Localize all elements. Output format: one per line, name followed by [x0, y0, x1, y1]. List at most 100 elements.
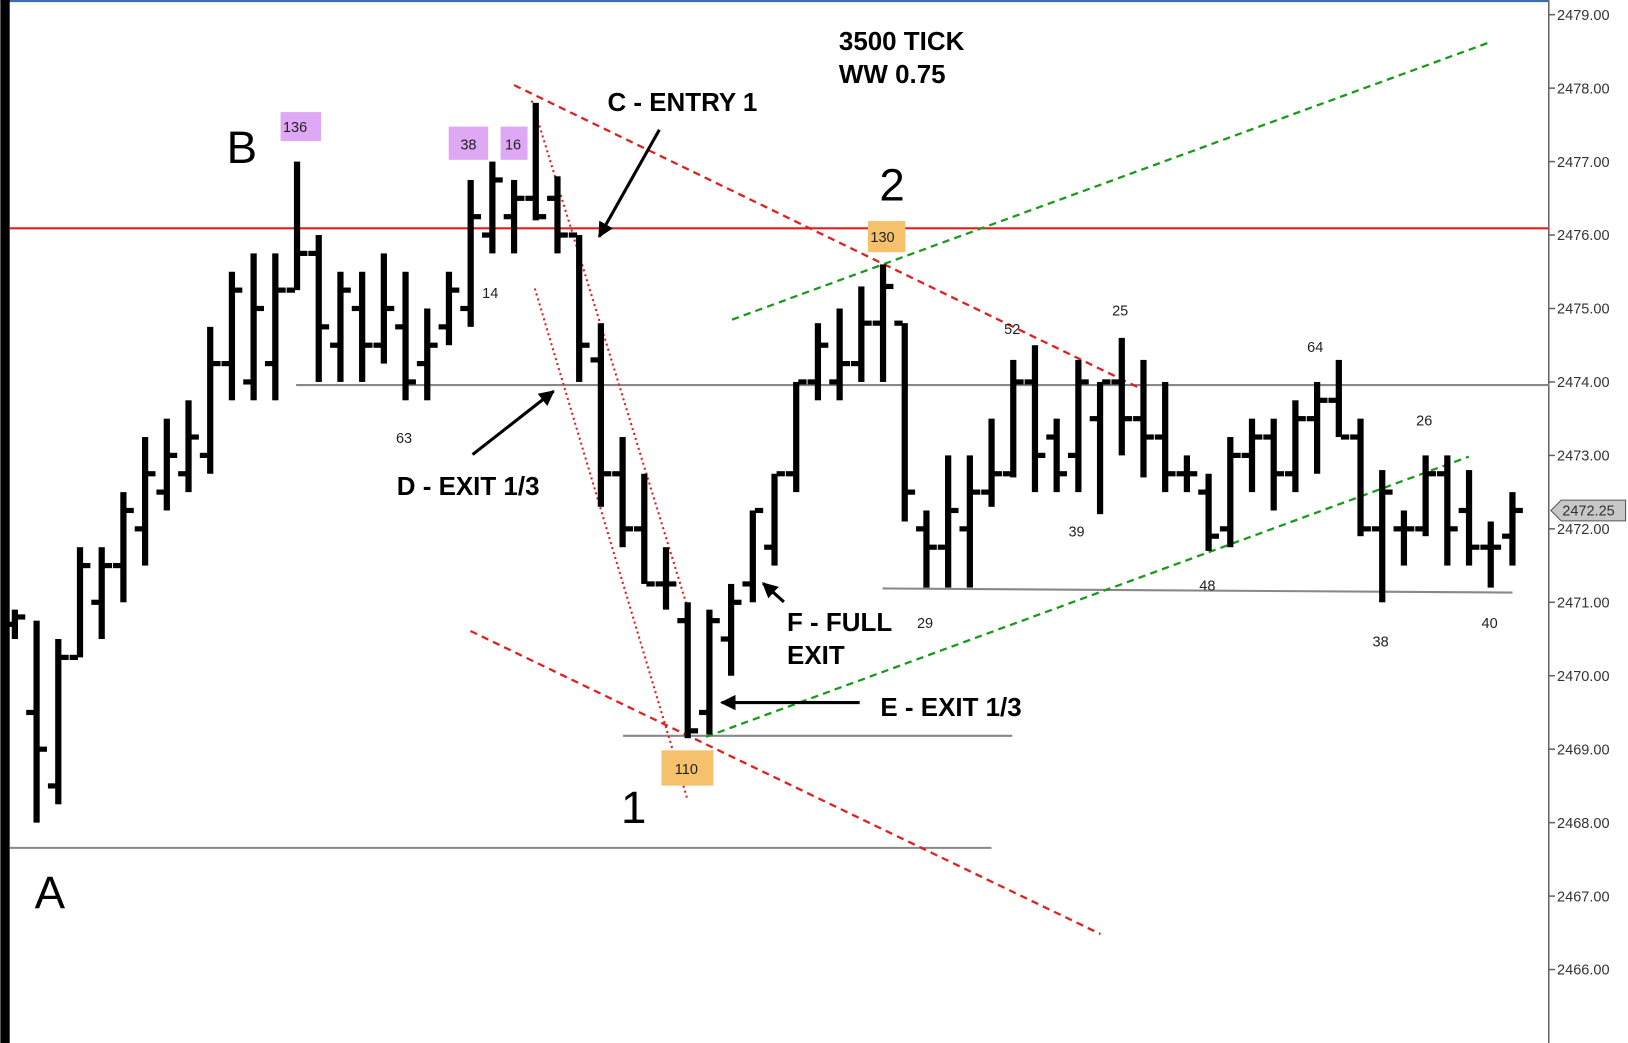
arrow — [597, 128, 661, 238]
wave-label: 1 — [621, 782, 646, 833]
bar-open — [937, 544, 947, 550]
bar-open — [178, 471, 187, 477]
trade-note: F - FULL — [787, 609, 892, 637]
bar-open — [330, 342, 339, 348]
bar-range — [207, 326, 214, 474]
bar-close — [1037, 452, 1046, 458]
bar-range — [1248, 418, 1256, 493]
bar-range — [228, 271, 236, 401]
volume-label: 16 — [505, 137, 521, 153]
bar-range — [445, 271, 453, 346]
bar-close — [1254, 434, 1263, 440]
bar-close — [1384, 489, 1393, 495]
volume-label: 26 — [1416, 414, 1432, 430]
bar-range — [1031, 345, 1039, 493]
bar-open — [655, 581, 664, 587]
bar-close — [1080, 379, 1089, 385]
bar-close — [38, 746, 47, 752]
label-box — [500, 126, 528, 160]
bar-open — [1241, 452, 1250, 458]
bar-close — [190, 434, 199, 440]
bar-close — [863, 320, 872, 326]
bar-range — [163, 418, 170, 511]
bar-open — [113, 562, 122, 569]
bar-range — [272, 253, 279, 401]
bar-close — [689, 728, 699, 734]
bar-range — [793, 381, 800, 493]
bar-close — [407, 379, 416, 385]
wave-label: A — [35, 867, 66, 918]
bar-range — [1205, 473, 1212, 551]
bar-range — [1183, 455, 1191, 493]
y-tick-label: 2474.00 — [1557, 375, 1609, 391]
bar-close — [1015, 379, 1024, 385]
level-line — [882, 587, 1513, 594]
bar-open — [764, 544, 773, 550]
bar-range — [1465, 470, 1473, 566]
bar-open — [742, 581, 751, 587]
bar-open — [69, 654, 78, 660]
bar-range — [684, 602, 691, 739]
bar-range — [402, 271, 409, 401]
bar-close — [1145, 434, 1154, 440]
bar-open — [1393, 526, 1402, 532]
trade-note: C - ENTRY 1 — [607, 89, 757, 117]
bar-close — [1514, 507, 1523, 514]
bar-close — [516, 195, 525, 201]
y-tick-label: 2473.00 — [1557, 449, 1609, 465]
bar-open — [1133, 416, 1142, 422]
bar-close — [1406, 526, 1415, 532]
bar-close — [60, 654, 69, 660]
arrow — [471, 390, 555, 456]
label-box — [661, 750, 714, 786]
bar-close — [364, 342, 373, 348]
bar-close — [1471, 544, 1480, 550]
volume-label: 40 — [1482, 616, 1498, 632]
channel-line — [731, 40, 1493, 321]
bar-close — [733, 599, 742, 605]
bar-open — [286, 287, 295, 293]
bar-close — [1297, 416, 1306, 422]
bar-open — [1111, 379, 1120, 385]
bar-open — [568, 232, 578, 238]
drawings — [9, 40, 1549, 936]
bar-close — [906, 489, 916, 495]
bar-range — [1162, 381, 1169, 493]
bar-open — [308, 250, 317, 256]
bar-open — [547, 195, 556, 201]
volume-label: 130 — [870, 230, 894, 246]
bar-range — [966, 455, 973, 588]
bar-range — [923, 510, 930, 588]
bar-open — [134, 526, 144, 532]
bar-open — [26, 709, 35, 716]
bar-open — [264, 360, 274, 367]
bar-open — [916, 526, 925, 532]
bar-range — [293, 161, 301, 291]
bar-close — [1188, 471, 1198, 477]
bar-close — [993, 471, 1002, 477]
chart-note: WW 0.75 — [839, 61, 946, 89]
bar-close — [103, 562, 113, 569]
bar-close — [429, 342, 438, 348]
bar-close — [342, 287, 351, 293]
bar-close — [950, 507, 959, 514]
bar-open — [199, 452, 209, 458]
bar-range — [98, 547, 105, 640]
volume-label: 39 — [1068, 525, 1084, 541]
bar-range — [554, 176, 561, 254]
bar-range — [771, 473, 778, 566]
bar-open — [1328, 397, 1337, 403]
bar-close — [299, 250, 308, 256]
bar-open — [243, 379, 252, 385]
bar-close — [820, 342, 829, 348]
volume-label: 64 — [1307, 340, 1323, 356]
bar-range — [706, 609, 713, 735]
bar-range — [836, 308, 843, 401]
volume-label: 48 — [1199, 579, 1215, 595]
bar-open — [416, 360, 426, 367]
bar-range — [879, 264, 887, 382]
bar-close — [277, 287, 286, 293]
y-tick-label: 2468.00 — [1557, 816, 1609, 832]
